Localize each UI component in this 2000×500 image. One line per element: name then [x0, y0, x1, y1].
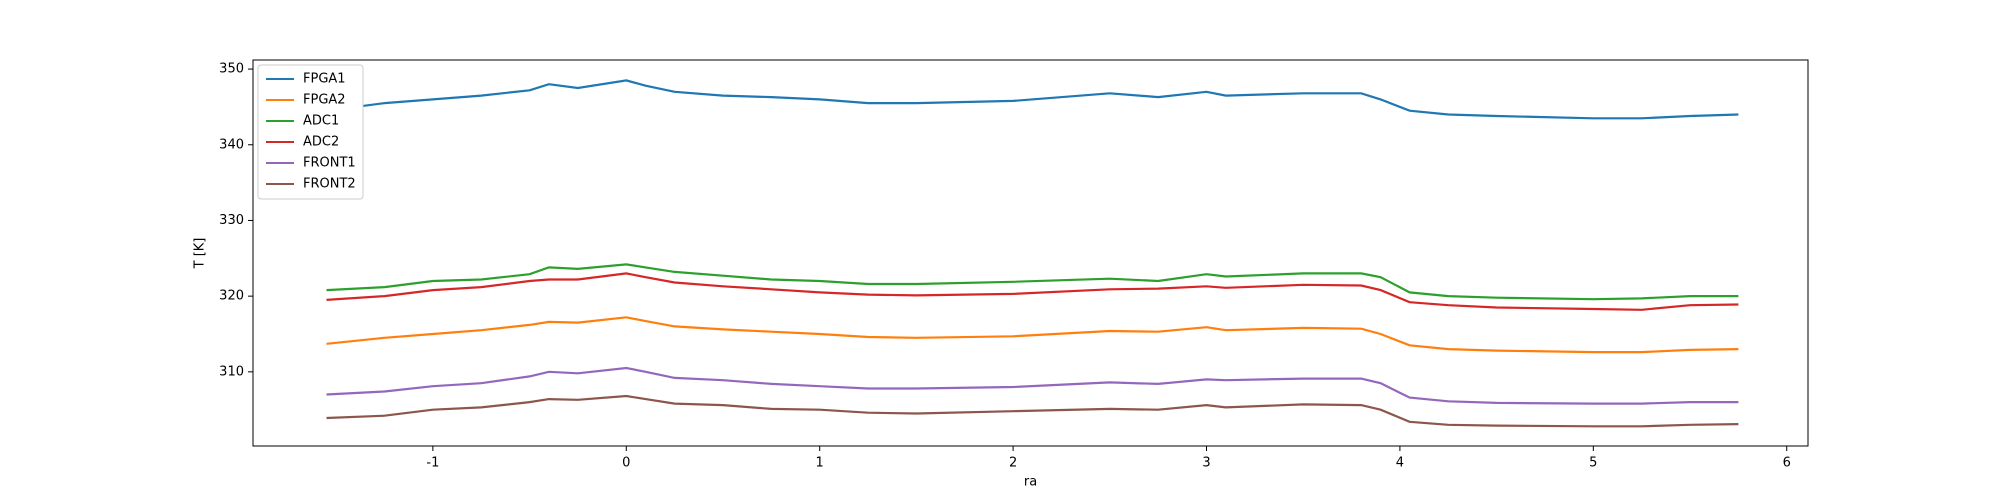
legend-label: FRONT2 — [303, 177, 356, 192]
y-tick-label: 330 — [219, 213, 244, 228]
x-tick-label: 3 — [1202, 456, 1210, 471]
series-line — [326, 263, 1739, 301]
x-tick-label: 2 — [1009, 456, 1017, 471]
y-tick-label: 340 — [219, 137, 244, 152]
legend-label: FPGA2 — [303, 93, 346, 108]
legend-label: FRONT1 — [303, 156, 356, 171]
x-tick-label: 6 — [1783, 456, 1791, 471]
plot-area — [252, 59, 1809, 447]
legend-box — [257, 64, 364, 200]
y-tick-label: 310 — [219, 364, 244, 379]
x-tick-label: 5 — [1589, 456, 1597, 471]
y-tick-label: 320 — [219, 289, 244, 304]
series-line — [326, 366, 1739, 405]
y-axis-label: T [K] — [193, 238, 208, 270]
x-tick-label: 4 — [1396, 456, 1404, 471]
legend-label: ADC2 — [303, 135, 339, 150]
series-line — [326, 394, 1739, 428]
series-line — [326, 79, 1739, 120]
series-line — [326, 316, 1739, 354]
legend-label: FPGA1 — [303, 72, 346, 87]
x-tick-label: -1 — [426, 456, 439, 471]
x-tick-label: 1 — [816, 456, 824, 471]
series-line — [326, 272, 1739, 311]
x-axis-label: ra — [1024, 475, 1037, 490]
legend-label: ADC1 — [303, 114, 339, 129]
x-tick-label: 0 — [622, 456, 630, 471]
y-tick-label: 350 — [219, 62, 244, 77]
